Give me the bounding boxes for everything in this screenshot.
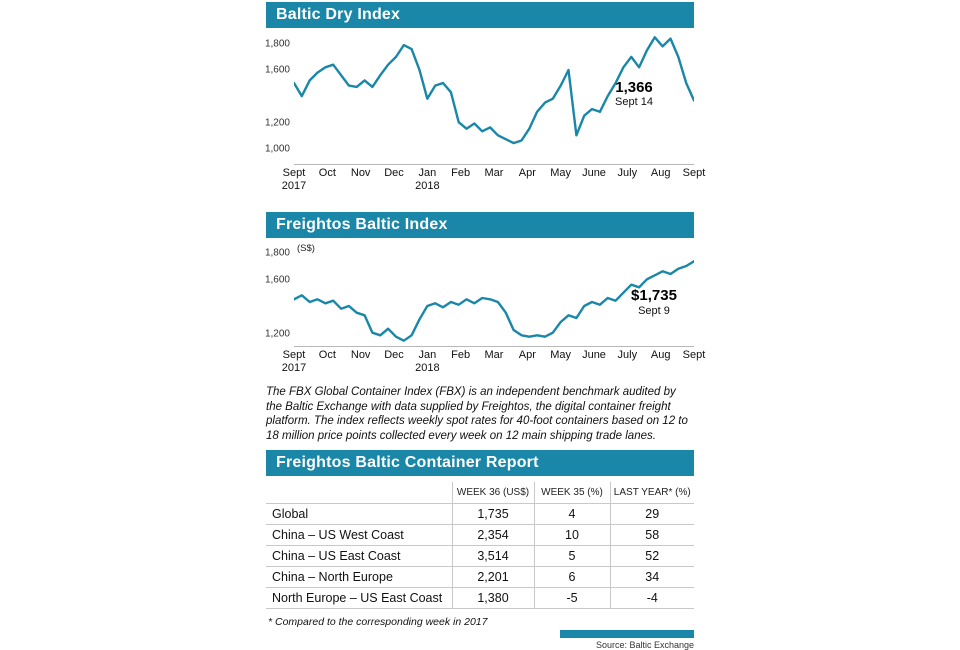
lane-cell: China – US East Coast	[266, 545, 452, 567]
value-cell: 29	[609, 503, 694, 525]
column-header-week36: WEEK 36 (US$)	[451, 482, 534, 504]
x-axis-tick-label: Aug	[650, 167, 671, 179]
y-axis-tick-label: 1,200	[264, 328, 290, 340]
latest-value: 1,366	[615, 78, 653, 96]
column-header-last-year: LAST YEAR* (%)	[609, 482, 694, 504]
freight-index-infographic: Baltic Dry Index 1,800 1,600 1,200 1,000 1,…	[264, 0, 706, 650]
column-header-lane	[266, 482, 452, 504]
x-axis-tick-label: Jan 2018	[415, 349, 440, 375]
x-axis-tick-label: Mar	[484, 349, 504, 361]
table-header-row: WEEK 36 (US$) WEEK 35 (%) LAST YEAR* (%)	[266, 482, 694, 504]
latest-value-annotation: 1,366 Sept 14	[615, 78, 653, 109]
x-axis-tick-label: June	[582, 349, 606, 361]
value-cell: 58	[609, 524, 694, 546]
value-cell: 1,735	[451, 503, 534, 525]
source-text: Source: Baltic Exchange	[595, 640, 694, 650]
column-header-week35: WEEK 35 (%)	[533, 482, 610, 504]
chart-plot-area: (S$) $1,735 Sept 9	[294, 243, 694, 347]
x-axis-tick-label: Oct	[318, 167, 336, 179]
value-cell: -4	[609, 587, 694, 610]
x-axis-tick-label: Sept	[682, 349, 706, 361]
lane-cell: North Europe – US East Coast	[266, 587, 452, 610]
table-row: North Europe – US East Coast 1,380 -5 -4	[266, 587, 694, 610]
y-axis-tick-label: 1,800	[264, 38, 290, 50]
table-footnote: * Compared to the corresponding week in …	[268, 616, 488, 629]
section-header-baltic-dry: Baltic Dry Index	[266, 2, 694, 28]
chart-plot-area: 1,366 Sept 14	[294, 36, 694, 165]
x-axis-tick-label: Oct	[318, 349, 336, 361]
x-axis-tick-label: Sept 2017	[281, 349, 307, 375]
value-cell: 10	[533, 524, 610, 546]
freightos-baltic-index-title: Freightos Baltic Index	[276, 216, 448, 233]
currency-unit-label: (S$)	[297, 243, 315, 254]
x-axis-tick-label: Jan 2018	[415, 167, 440, 193]
value-cell: 3,514	[451, 545, 534, 567]
section-baltic-dry-index: Baltic Dry Index 1,800 1,600 1,200 1,000 1,…	[264, 2, 706, 195]
container-report-table: WEEK 36 (US$) WEEK 35 (%) LAST YEAR* (%)…	[266, 482, 694, 610]
section-header-container-report: Freightos Baltic Container Report	[266, 450, 694, 477]
x-axis-tick-label: Apr	[518, 167, 536, 179]
lane-cell: China – North Europe	[266, 566, 452, 588]
x-axis-tick-label: Dec	[384, 167, 404, 179]
latest-value: $1,735	[631, 287, 677, 304]
x-axis-tick-label: Mar	[484, 167, 504, 179]
latest-value-date: Sept 14	[615, 96, 653, 109]
y-axis-tick-label: 1,600	[264, 274, 290, 286]
section-freightos-baltic-index: Freightos Baltic Index 1,800 1,600 1,200 (…	[264, 212, 706, 443]
y-axis-labels: 1,800 1,600 1,200 1,000	[264, 36, 294, 165]
section-container-report: Freightos Baltic Container Report WEEK 3…	[266, 450, 694, 628]
x-axis-tick-label: July	[617, 349, 638, 361]
y-axis-tick-label: 1,000	[264, 143, 290, 155]
value-cell: 2,201	[451, 566, 534, 588]
value-cell: -5	[533, 587, 610, 610]
freightos-baltic-index-chart: 1,800 1,600 1,200 (S$) $1,735 Sept 9 Sept …	[264, 243, 706, 377]
x-axis-tick-label: May	[550, 167, 572, 179]
y-axis-tick-label: 1,200	[264, 117, 290, 129]
value-cell: 6	[533, 566, 610, 588]
baltic-dry-index-title: Baltic Dry Index	[276, 6, 401, 23]
x-axis-labels: Sept 2017 Oct Nov Dec Jan 2018 Feb Mar Apr May Ju…	[282, 167, 706, 195]
y-axis-tick-label: 1,800	[264, 247, 290, 259]
x-axis-tick-label: Sept 2017	[281, 167, 307, 193]
x-axis-tick-label: Nov	[350, 167, 371, 179]
lane-cell: Global	[266, 503, 452, 525]
x-axis-tick-label: June	[582, 167, 606, 179]
latest-value-date: Sept 9	[638, 304, 670, 317]
x-axis-tick-label: July	[617, 167, 638, 179]
source-footer: Source: Baltic Exchange	[266, 630, 694, 650]
y-axis-tick-label: 1,600	[264, 64, 290, 76]
x-axis-tick-label: Nov	[350, 349, 371, 361]
x-axis-tick-label: May	[550, 349, 572, 361]
table-row: China – North Europe 2,201 6 34	[266, 566, 694, 588]
table-row: Global 1,735 4 29	[266, 503, 694, 525]
lane-cell: China – US West Coast	[266, 524, 452, 546]
line-chart-svg	[294, 36, 694, 145]
table-body: Global 1,735 4 29 China – US West Coast 2,354…	[266, 503, 694, 610]
value-cell: 52	[609, 545, 694, 567]
table-row: China – US West Coast 2,354 10 58	[266, 524, 694, 546]
y-axis-labels: 1,800 1,600 1,200	[264, 246, 294, 347]
latest-value-annotation: $1,735 Sept 9	[631, 287, 677, 317]
x-axis-tick-label: Aug	[650, 349, 671, 361]
x-axis-tick-label: Feb	[451, 349, 471, 361]
value-cell: 2,354	[451, 524, 534, 546]
container-report-title: Freightos Baltic Container Report	[276, 454, 539, 472]
fbx-description-note: The FBX Global Container Index (FBX) is …	[266, 386, 688, 442]
source-accent-bar	[560, 630, 694, 639]
value-cell: 1,380	[451, 587, 534, 610]
section-header-freightos-index: Freightos Baltic Index	[266, 212, 694, 238]
x-axis-tick-label: Sept	[682, 167, 706, 179]
line-chart-svg	[294, 260, 694, 342]
table-row: China – US East Coast 3,514 5 52	[266, 545, 694, 567]
x-axis-tick-label: Feb	[451, 167, 471, 179]
value-cell: 34	[609, 566, 694, 588]
value-cell: 5	[533, 545, 610, 567]
x-axis-tick-label: Apr	[518, 349, 536, 361]
x-axis-tick-label: Dec	[384, 349, 404, 361]
baltic-dry-index-chart: 1,800 1,600 1,200 1,000 1,366 Sept 14 Sept …	[264, 36, 706, 195]
x-axis-labels: Sept 2017 Oct Nov Dec Jan 2018 Feb Mar Apr May Ju…	[282, 349, 706, 377]
value-cell: 4	[533, 503, 610, 525]
